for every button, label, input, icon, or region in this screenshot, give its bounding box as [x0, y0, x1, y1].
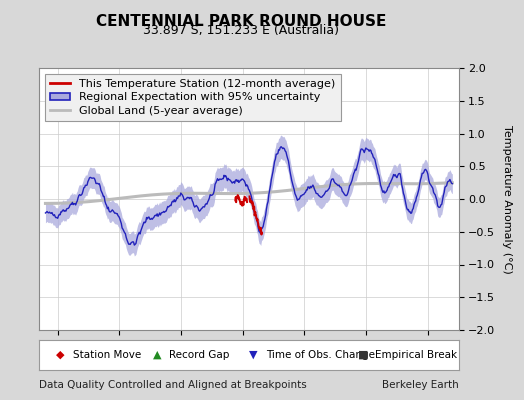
Legend: This Temperature Station (12-month average), Regional Expectation with 95% uncer: This Temperature Station (12-month avera… — [45, 74, 341, 121]
Text: Time of Obs. Change: Time of Obs. Change — [266, 350, 375, 360]
Text: Record Gap: Record Gap — [169, 350, 230, 360]
Text: Data Quality Controlled and Aligned at Breakpoints: Data Quality Controlled and Aligned at B… — [39, 380, 307, 390]
Text: Berkeley Earth: Berkeley Earth — [382, 380, 458, 390]
Text: ▲: ▲ — [152, 350, 161, 360]
Text: Station Move: Station Move — [73, 350, 141, 360]
Text: 33.897 S, 151.233 E (Australia): 33.897 S, 151.233 E (Australia) — [143, 24, 339, 37]
Y-axis label: Temperature Anomaly (°C): Temperature Anomaly (°C) — [502, 125, 512, 273]
Text: CENTENNIAL PARK ROUND HOUSE: CENTENNIAL PARK ROUND HOUSE — [96, 14, 386, 29]
Text: ▼: ▼ — [249, 350, 257, 360]
Text: ◆: ◆ — [56, 350, 64, 360]
Text: Empirical Break: Empirical Break — [375, 350, 457, 360]
Text: ■: ■ — [358, 350, 368, 360]
